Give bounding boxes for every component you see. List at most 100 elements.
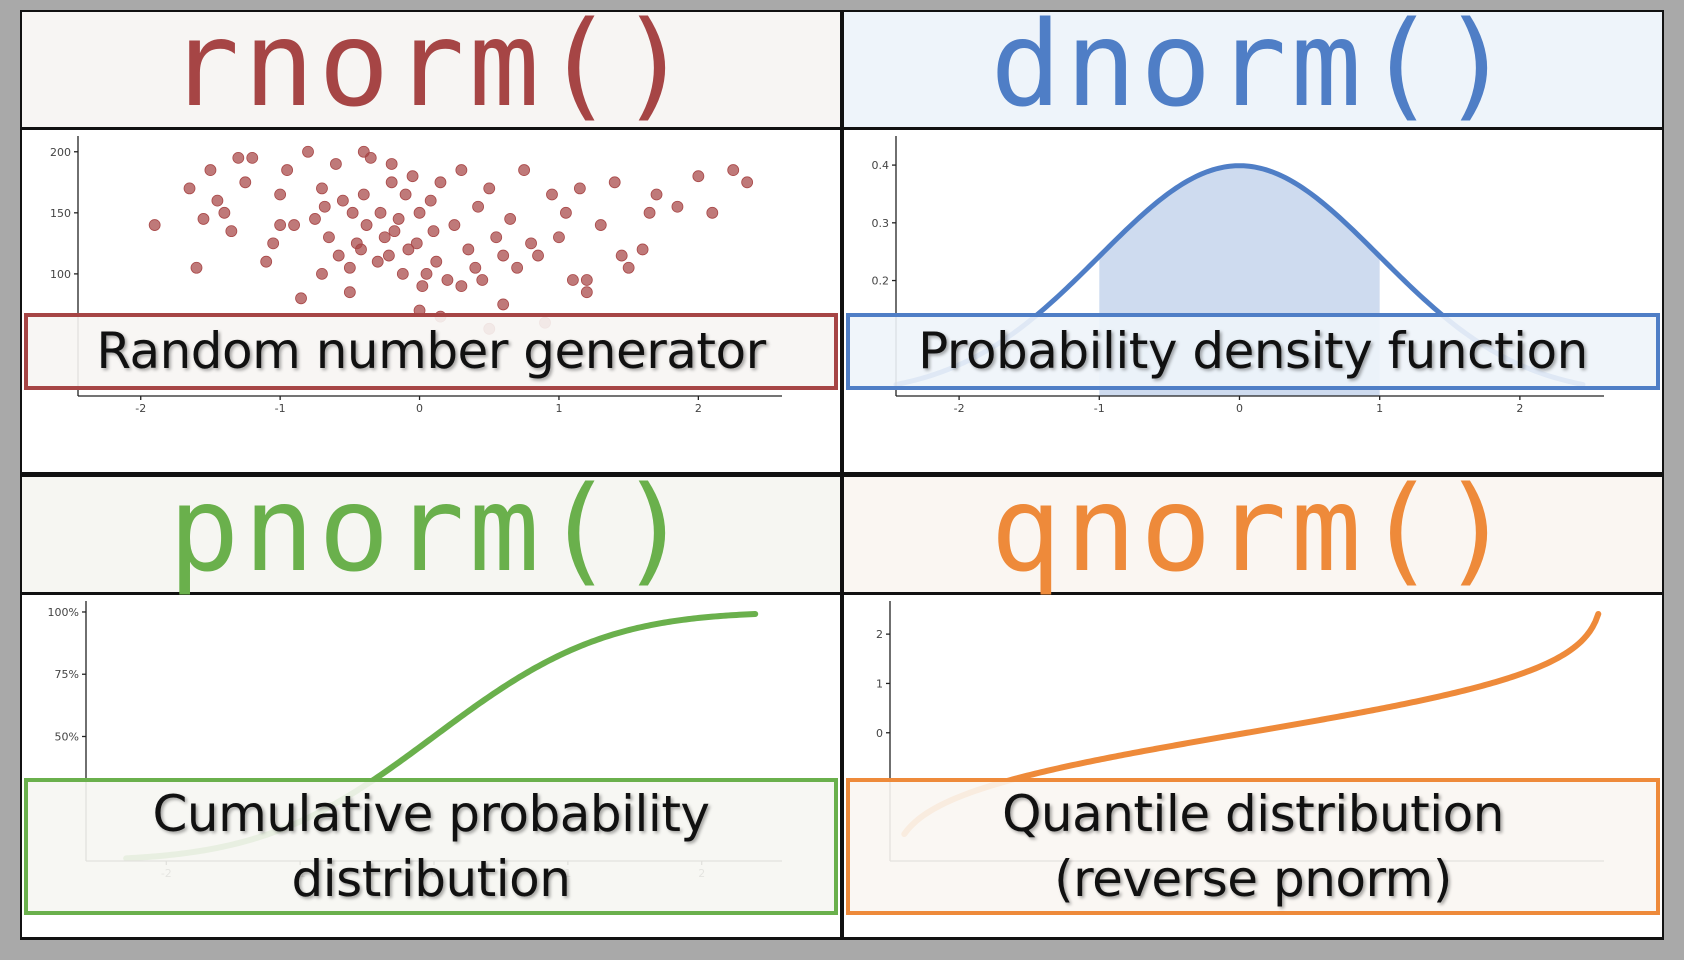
function-header: rnorm(): [20, 5, 842, 130]
data-point: [288, 219, 300, 231]
data-point: [476, 274, 489, 286]
data-point: [413, 206, 426, 219]
data-point: [504, 213, 517, 225]
function-name: rnorm(): [168, 0, 694, 133]
data-point: [483, 182, 496, 195]
data-point: [455, 280, 468, 292]
function-header: dnorm(): [842, 5, 1664, 130]
description-text: Random number generator: [96, 319, 766, 384]
data-point: [462, 243, 475, 256]
description-box: Cumulative probability distribution: [24, 778, 838, 915]
y-tick-label: 2: [876, 628, 883, 641]
dnorm-panel: dnorm() 0.2 0.3 0.4 -2 -1 0 1 2 Probability den…: [842, 5, 1664, 475]
data-point: [204, 164, 217, 176]
y-tick-label: 100: [50, 268, 71, 281]
description-box: Random number generator: [24, 313, 838, 390]
data-point: [472, 200, 484, 213]
y-tick-label: 0: [876, 727, 883, 740]
data-point: [343, 286, 356, 299]
data-point: [706, 206, 719, 219]
y-tick-label: 1: [876, 677, 883, 690]
data-point: [553, 231, 565, 244]
data-point: [430, 255, 443, 268]
function-name: qnorm(): [990, 459, 1516, 598]
x-tick-label: 0: [416, 402, 423, 415]
data-point: [546, 188, 558, 201]
data-point: [316, 267, 328, 280]
data-point: [469, 261, 482, 274]
chart: 100 150 200 -2 -1 0 1 2: [50, 136, 782, 415]
x-tick-label: 1: [555, 402, 562, 415]
x-tick-label: -2: [135, 402, 146, 415]
x-tick-label: 1: [1376, 402, 1383, 415]
y-tick-label: 0.2: [872, 275, 890, 288]
data-point: [441, 274, 454, 286]
data-point: [448, 219, 461, 231]
function-name: pnorm(): [168, 459, 694, 598]
data-point: [218, 206, 231, 219]
data-point: [410, 237, 423, 250]
data-point: [580, 286, 593, 299]
data-point: [343, 261, 356, 274]
data-point: [580, 274, 593, 286]
data-point: [518, 164, 530, 176]
description-box: Quantile distribution (reverse pnorm): [846, 778, 1660, 915]
data-point: [608, 176, 621, 189]
data-point: [643, 206, 656, 219]
data-point: [260, 255, 273, 268]
description-box: Probability density function: [846, 313, 1660, 390]
data-point: [741, 176, 754, 189]
plot-area: 0 1 2 Quantile distribution (reverse pnorm…: [842, 595, 1664, 940]
data-point: [295, 292, 307, 305]
data-point: [197, 213, 210, 225]
data-point: [406, 170, 419, 183]
data-point: [566, 274, 579, 286]
x-tick-label: 0: [1236, 402, 1243, 415]
data-point: [355, 243, 367, 256]
data-point: [427, 225, 440, 238]
data-point: [434, 176, 447, 189]
x-tick-label: 2: [695, 402, 702, 415]
data-point: [692, 170, 705, 183]
x-tick-label: -2: [954, 402, 965, 415]
data-point: [374, 206, 387, 219]
data-point: [183, 182, 196, 195]
data-point: [573, 182, 586, 195]
data-point: [420, 267, 433, 280]
data-point: [399, 188, 412, 201]
rnorm-panel: rnorm() 100 150 200 -2 -1 0 1 2 Random number g…: [20, 5, 842, 475]
data-point: [246, 151, 259, 164]
data-point: [560, 206, 572, 219]
data-point: [148, 219, 161, 231]
data-point: [396, 267, 409, 280]
description-text: Cumulative probability distribution: [152, 782, 710, 912]
data-point: [336, 194, 349, 207]
data-point: [490, 231, 503, 244]
data-point: [309, 213, 321, 225]
data-point: [532, 249, 544, 262]
data-point: [402, 243, 415, 256]
y-tick-label: 200: [50, 146, 71, 159]
plot-area: 0.2 0.3 0.4 -2 -1 0 1 2 Probability density fun…: [842, 130, 1664, 475]
data-point: [511, 261, 524, 274]
data-point: [190, 261, 203, 274]
data-point: [650, 188, 663, 201]
description-line-1: Probability density function: [918, 322, 1588, 380]
description-text: Quantile distribution (reverse pnorm): [1002, 782, 1504, 912]
data-point: [330, 158, 342, 170]
data-point: [622, 261, 635, 274]
data-point: [316, 182, 328, 195]
y-tick-label: 50%: [55, 730, 79, 743]
data-point: [392, 213, 405, 225]
plot-area: 100 150 200 -2 -1 0 1 2 Random number generator: [20, 130, 842, 475]
y-tick-label: 0.3: [872, 217, 890, 230]
data-point: [671, 200, 684, 213]
function-name: dnorm(): [990, 0, 1516, 133]
data-point: [323, 231, 335, 244]
description-line-1: Random number generator: [96, 322, 766, 380]
description-line-1: Quantile distribution: [1002, 784, 1504, 843]
description-text: Probability density function: [918, 319, 1588, 384]
y-tick-label: 100%: [48, 606, 79, 619]
